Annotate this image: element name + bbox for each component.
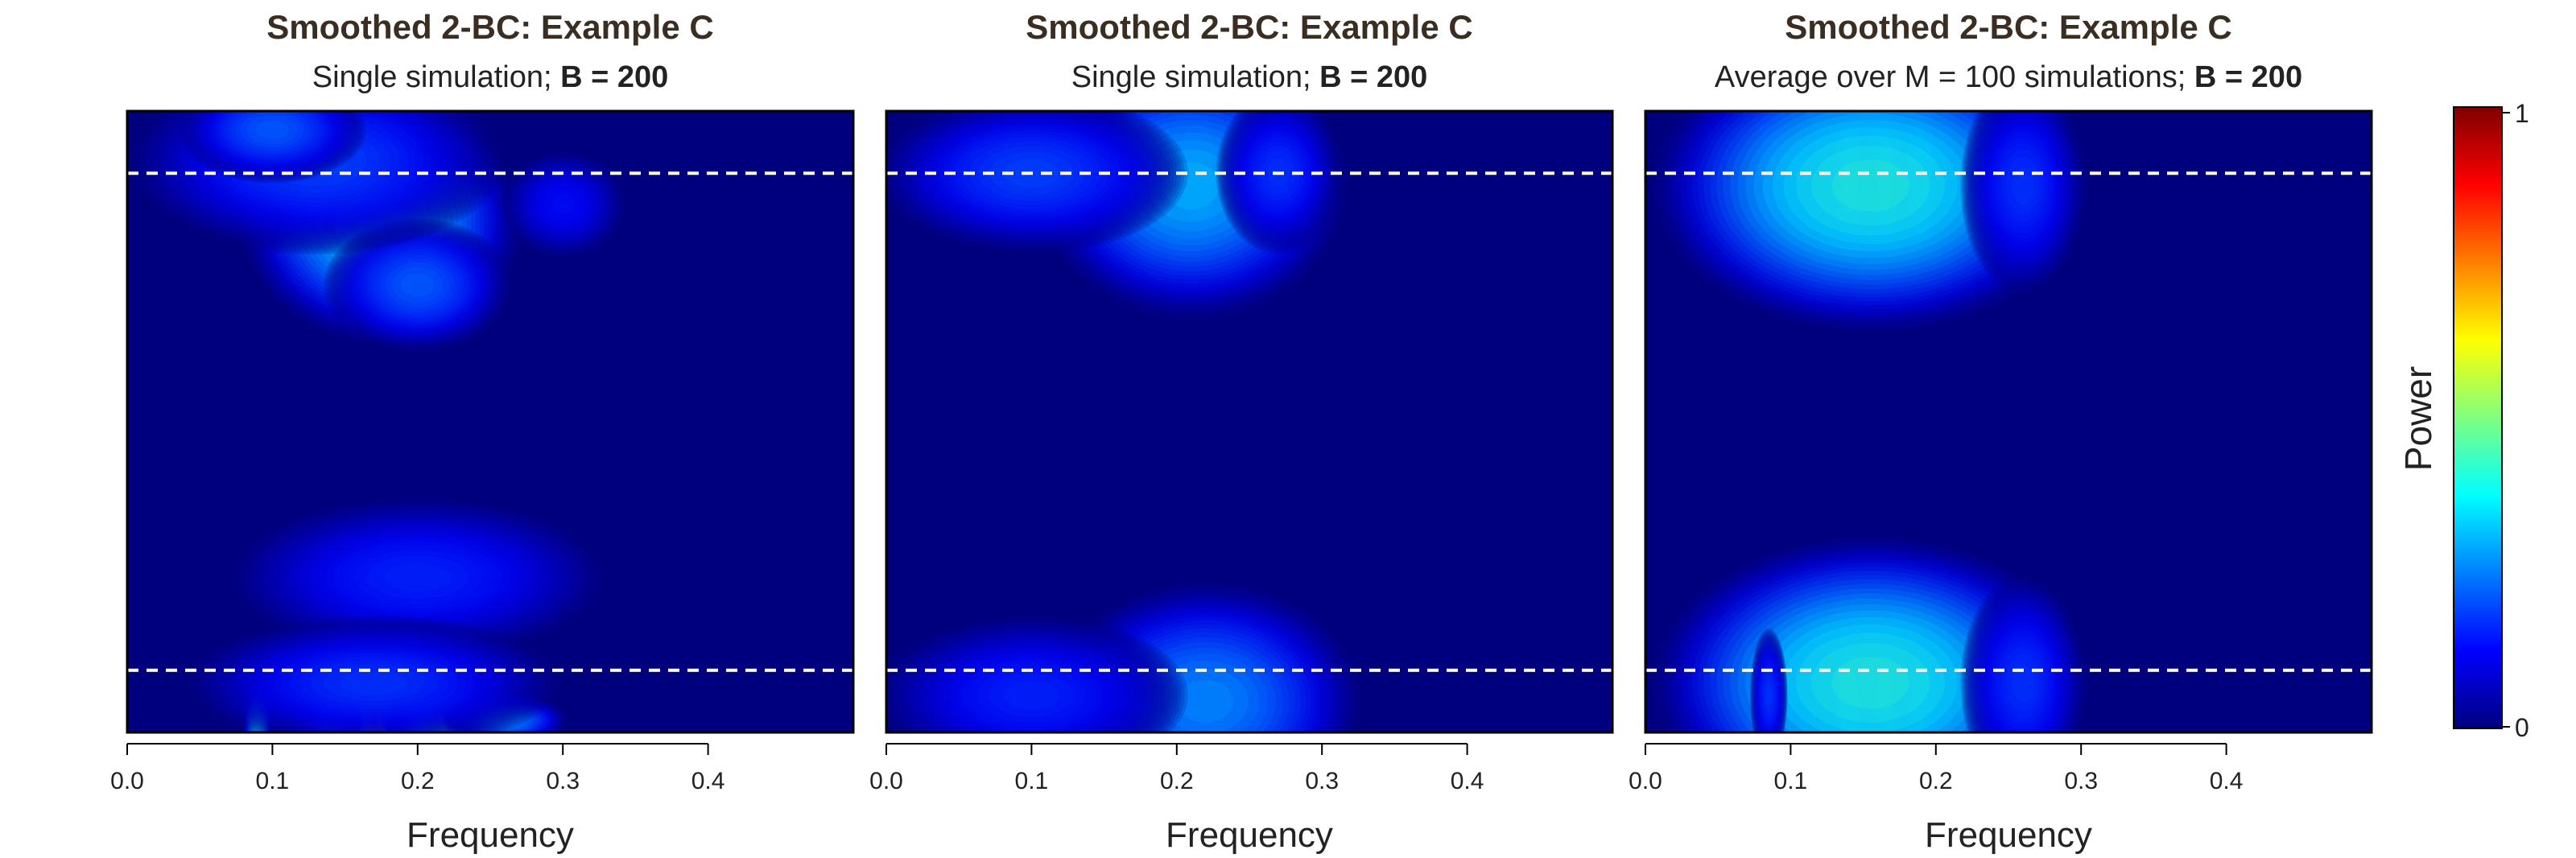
heatmap-blob [242, 679, 274, 732]
panel-2-frame [885, 109, 1614, 734]
heatmap-blob [186, 616, 562, 732]
panel-3: Smoothed 2-BC: Example C Average over M … [1629, 8, 2373, 855]
x-tick-label: 0.4 [2210, 768, 2244, 794]
heatmap-background [127, 111, 853, 732]
colorbar-gradient [2453, 106, 2503, 729]
heatmap-blob [299, 693, 362, 732]
panel-3-x-axis: 0.0 0.1 0.2 0.3 0.4 [1629, 743, 2244, 794]
panel-2-x-axis: 0.0 0.1 0.2 0.3 0.4 [869, 743, 1484, 794]
panel-1-heatmap [127, 111, 853, 732]
heatmap-blob [240, 111, 522, 344]
heatmap-blob [442, 693, 568, 732]
x-tick-label: 0.1 [256, 768, 290, 794]
heatmap-blob [1902, 634, 1941, 732]
panel-2: Smoothed 2-BC: Example C Single simulati… [869, 8, 1614, 855]
panel-2-subtitle: Single simulation; B = 200 [1071, 60, 1428, 94]
x-tick-label: 0.2 [1160, 768, 1194, 794]
heatmap-background [1645, 111, 2372, 732]
heatmap-blob [128, 111, 504, 255]
panel-1-subtitle: Single simulation; B = 200 [312, 60, 669, 94]
panel-2-subtitle-bold: B = 200 [1319, 60, 1427, 94]
panel-1: Smoothed 2-BC: Example C Single simulati… [110, 8, 855, 855]
heatmap-blob [1902, 111, 1941, 254]
panel-2-title: Smoothed 2-BC: Example C [1026, 8, 1472, 46]
heatmap-blob [1960, 575, 2086, 732]
panel-3-subtitle-bold: B = 200 [2194, 60, 2302, 94]
heatmap-blob [1830, 634, 1868, 732]
x-tick-label: 0.1 [1774, 768, 1808, 794]
x-tick-label: 0.2 [401, 768, 435, 794]
heatmap-blob [1114, 654, 1152, 732]
panel-1-subtitle-prefix: Single simulation; [312, 60, 560, 94]
heatmap-blob [324, 217, 512, 353]
colorbar: 1 0 Power [2397, 99, 2529, 742]
x-tick-label: 0.4 [691, 768, 725, 794]
colorbar-label: Power [2397, 366, 2439, 471]
panel-1-frame [126, 109, 855, 734]
colorbar-tick-max-label: 1 [2515, 99, 2529, 128]
panel-3-title: Smoothed 2-BC: Example C [1785, 8, 2231, 46]
heatmap-blob [500, 151, 625, 258]
x-tick-label: 0.0 [1629, 768, 1662, 794]
panel-3-frame [1644, 109, 2373, 734]
x-tick-label: 0.1 [1015, 768, 1049, 794]
panel-2-heatmap [886, 111, 1612, 732]
heatmap-blob [1866, 634, 1904, 732]
heatmap-blob [1049, 580, 1363, 732]
heatmap-blob [178, 111, 366, 184]
heatmap-blob [886, 614, 1188, 732]
x-tick-label: 0.3 [1305, 768, 1339, 794]
panel-3-xlabel: Frequency [1925, 815, 2092, 855]
heatmap-blob [1651, 535, 2090, 732]
panel-1-xlabel: Frequency [407, 815, 574, 855]
panel-1-x-axis: 0.0 0.1 0.2 0.3 0.4 [110, 743, 725, 794]
x-tick-label: 0.3 [2064, 768, 2098, 794]
heatmap-blob [1151, 654, 1202, 732]
colorbar-tick-min-label: 0 [2515, 713, 2529, 742]
heatmap-blob [1960, 111, 2086, 293]
panel-3-heatmap [1645, 111, 2372, 732]
heatmap-blob [1651, 111, 2090, 333]
heatmap-blob [355, 666, 393, 732]
x-tick-label: 0.2 [1919, 768, 1953, 794]
panel-2-xlabel: Frequency [1166, 815, 1333, 855]
x-tick-label: 0.0 [110, 768, 144, 794]
heatmap-background [886, 111, 1612, 732]
panel-3-subtitle: Average over M = 100 simulations; B = 20… [1715, 60, 2302, 94]
heatmap-blob [384, 679, 510, 732]
x-tick-label: 0.0 [869, 768, 903, 794]
x-tick-label: 0.3 [546, 768, 580, 794]
panel-3-subtitle-prefix: Average over M = 100 simulations; [1715, 60, 2194, 94]
heatmap-blob [324, 145, 438, 226]
x-tick-label: 0.4 [1451, 768, 1484, 794]
panel-1-subtitle-bold: B = 200 [560, 60, 668, 94]
heatmap-blob [1034, 111, 1348, 320]
heatmap-blob [1750, 628, 1788, 732]
heatmap-blob [229, 497, 606, 658]
panel-1-title: Smoothed 2-BC: Example C [266, 8, 713, 46]
heatmap-blob [1114, 111, 1152, 241]
panel-2-subtitle-prefix: Single simulation; [1071, 60, 1319, 94]
